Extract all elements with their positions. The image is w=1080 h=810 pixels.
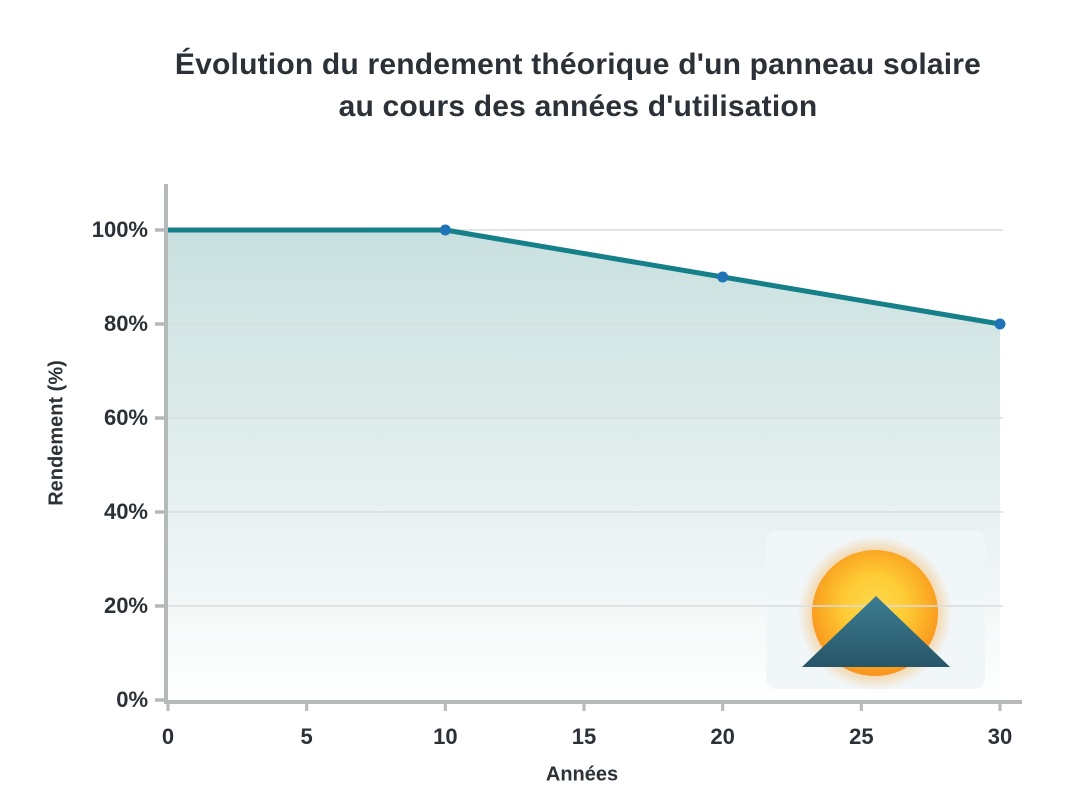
y-tick-label: 80% xyxy=(103,311,148,336)
data-point-markers xyxy=(439,224,1006,330)
data-point xyxy=(994,318,1006,330)
mountain-icon xyxy=(802,596,950,667)
x-tick-label: 30 xyxy=(987,724,1013,749)
x-tick-marks xyxy=(166,704,1002,711)
data-point xyxy=(717,271,729,283)
axes xyxy=(155,184,1022,711)
y-tick-label: 40% xyxy=(103,499,148,524)
chart-title-line2: au cours des années d'utilisation xyxy=(338,90,818,123)
chart-title-line1: Évolution du rendement théorique d'un pa… xyxy=(174,48,982,81)
y-tick-label: 100% xyxy=(91,217,148,242)
y-tick-label: 20% xyxy=(103,593,148,618)
y-tick-label: 0% xyxy=(116,687,148,712)
x-tick-label: 25 xyxy=(849,724,874,749)
gridlines xyxy=(168,229,1003,607)
x-tick-label: 20 xyxy=(710,724,735,749)
y-tick-marks xyxy=(155,228,164,702)
x-tick-label: 5 xyxy=(300,724,313,749)
chart-title: Évolution du rendement théorique d'un pa… xyxy=(78,44,1078,128)
y-tick-label: 60% xyxy=(103,405,148,430)
x-tick-label: 10 xyxy=(433,724,458,749)
x-axis-label: Années xyxy=(545,763,619,786)
x-tick-label: 15 xyxy=(571,724,597,749)
x-tick-label: 0 xyxy=(161,724,175,749)
data-point xyxy=(439,224,451,236)
series-line xyxy=(165,227,1003,327)
